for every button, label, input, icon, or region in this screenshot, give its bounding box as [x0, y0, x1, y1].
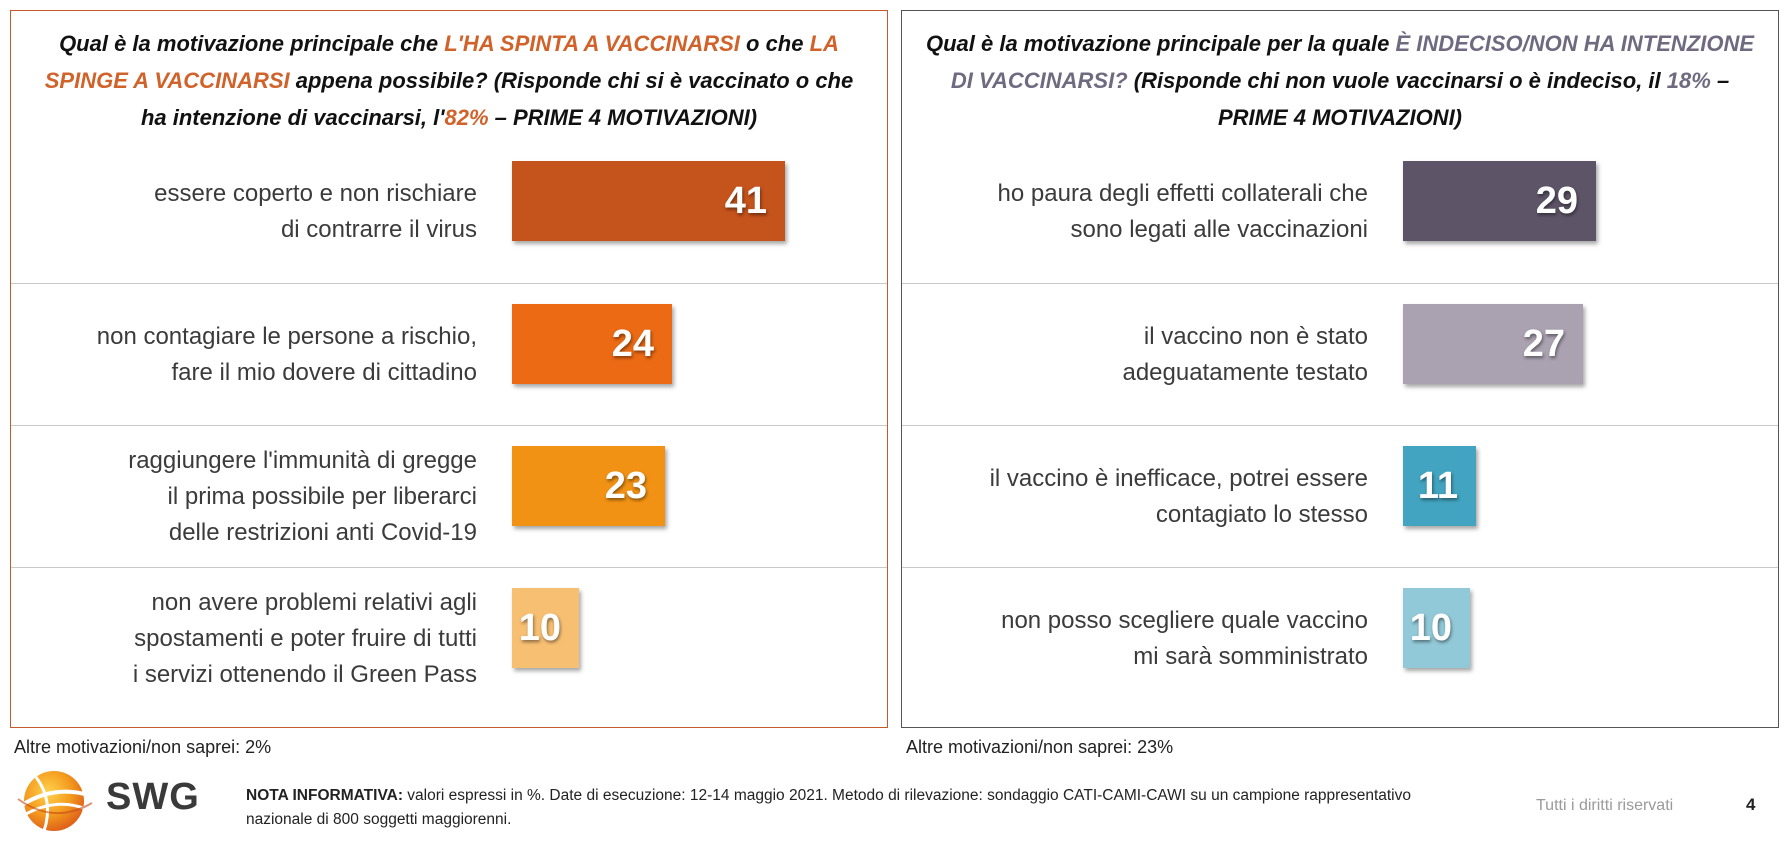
bar-row: non contagiare le persone a rischio, far… — [11, 283, 887, 425]
swg-logo-text: SWG — [106, 776, 200, 818]
bar: 27 — [1403, 304, 1583, 384]
bar-value-label: 29 — [1535, 179, 1578, 222]
category-label: il vaccino non è stato adeguatamente tes… — [1122, 322, 1368, 386]
bar: 24 — [512, 304, 672, 384]
methodology-note: NOTA INFORMATIVA: valori espressi in %. … — [246, 784, 1426, 832]
question-highlight: L'HA SPINTA A VACCINARSI — [444, 31, 740, 56]
question-highlight: È INDECISO/NON HA INTENZIONE DI VACCINAR… — [950, 31, 1755, 93]
bar-row: non posso scegliere quale vaccino mi sar… — [902, 567, 1778, 709]
right-chart-panel: Qual è la motivazione principale per la … — [901, 10, 1779, 728]
category-label: non posso scegliere quale vaccino mi sar… — [1001, 606, 1368, 670]
category-label: ho paura degli effetti collaterali che s… — [997, 180, 1368, 243]
page-number: 4 — [1746, 795, 1756, 814]
bar-value-label: 41 — [724, 179, 767, 222]
bar-value-label: 23 — [604, 464, 647, 507]
question-text: – PRIME 4 MOTIVAZIONI) — [1217, 68, 1730, 130]
bar-row: il vaccino non è stato adeguatamente tes… — [902, 283, 1778, 425]
category-label: il vaccino è inefficace, potrei essere c… — [989, 464, 1368, 528]
bar-row: il vaccino è inefficace, potrei essere c… — [902, 425, 1778, 567]
bar-row: non avere problemi relativi agli spostam… — [11, 567, 887, 709]
bar: 41 — [512, 161, 785, 241]
bar: 10 — [512, 588, 579, 668]
category-label: non contagiare le persone a rischio, far… — [96, 322, 477, 386]
bar: 10 — [1403, 588, 1470, 668]
bar-value-label: 11 — [1417, 464, 1458, 507]
bar-row: raggiungere l'immunità di gregge il prim… — [11, 425, 887, 567]
swg-globe-logo — [17, 771, 93, 832]
question-text: appena possibile? (Risponde chi si è vac… — [140, 68, 854, 130]
bar-value-label: 24 — [611, 322, 654, 365]
bar: 29 — [1403, 161, 1596, 241]
question-text: (Risponde chi non vuole vaccinarsi o è i… — [1127, 68, 1667, 93]
category-label: non avere problemi relativi agli spostam… — [132, 588, 477, 688]
left-footnote: Altre motivazioni/non saprei: 2% — [14, 737, 272, 757]
bar: 11 — [1403, 446, 1476, 526]
question-highlight: 82% — [444, 105, 489, 130]
question-highlight: LA SPINGE A VACCINARSI — [44, 31, 839, 93]
left-chart-panel: Qual è la motivazione principale che L'H… — [10, 10, 888, 728]
question-highlight: 18% — [1666, 68, 1711, 93]
rights-reserved-text: Tutti i diritti riservati — [1536, 797, 1674, 814]
right-question-title: Qual è la motivazione principale per la … — [902, 25, 1778, 136]
bar-value-label: 10 — [1409, 606, 1452, 649]
left-question-title: Qual è la motivazione principale che L'H… — [11, 25, 887, 136]
question-text: Qual è la motivazione principale per la … — [925, 31, 1396, 56]
bar-value-label: 10 — [518, 606, 561, 649]
bar-value-label: 27 — [1522, 322, 1565, 365]
category-label: essere coperto e non rischiare di contra… — [154, 180, 477, 243]
bar-row: essere coperto e non rischiare di contra… — [11, 141, 887, 283]
right-footnote: Altre motivazioni/non saprei: 23% — [906, 737, 1174, 757]
category-label: raggiungere l'immunità di gregge il prim… — [128, 446, 477, 546]
note-text: valori espressi in %. Date di esecuzione… — [246, 787, 1411, 828]
note-label: NOTA INFORMATIVA: — [246, 787, 403, 804]
bar: 23 — [512, 446, 665, 526]
question-text: o che — [739, 31, 810, 56]
question-text: Qual è la motivazione principale che — [59, 31, 445, 56]
question-text: – PRIME 4 MOTIVAZIONI) — [488, 105, 758, 130]
bar-row: ho paura degli effetti collaterali che s… — [902, 141, 1778, 283]
